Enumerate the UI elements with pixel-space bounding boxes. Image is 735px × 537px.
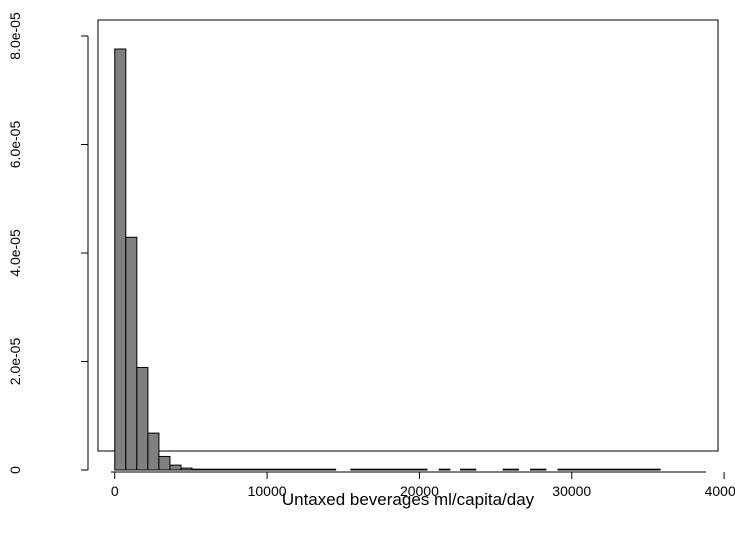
histogram-bar-6 — [180, 467, 193, 471]
histogram-bar-10 — [460, 468, 477, 471]
histogram-bar-11 — [502, 468, 519, 471]
histogram-bar-12 — [530, 468, 547, 471]
x-tick-label-0: 0 — [111, 483, 119, 499]
histogram-bar-9 — [438, 468, 451, 471]
y-tick-label-0: 0 — [7, 466, 23, 474]
plot-frame — [97, 19, 719, 452]
y-tick-label-3: 6.0e-05 — [7, 121, 23, 169]
bars-group — [114, 48, 661, 471]
y-ticks-group: 0 2.0e-05 4.0e-05 6.0e-05 8.0e-05 — [7, 12, 88, 474]
histogram-bar-3 — [147, 432, 160, 471]
histogram-bar-5 — [169, 464, 182, 471]
y-tick-label-4: 8.0e-05 — [7, 12, 23, 60]
histogram-bar-8 — [350, 468, 428, 471]
histogram-bar-1 — [125, 236, 138, 471]
histogram-bar-4 — [158, 455, 171, 471]
x-tick-label-2: 20000 — [400, 483, 439, 499]
x-axis-title: Untaxed beverages ml/capita/day — [282, 490, 535, 509]
y-tick-label-1: 2.0e-05 — [7, 338, 23, 386]
histogram-bar-0 — [114, 48, 127, 471]
x-tick-label-1: 10000 — [248, 483, 287, 499]
histogram-bar-13 — [557, 468, 661, 471]
histogram-bar-7 — [191, 468, 337, 471]
y-tick-label-2: 4.0e-05 — [7, 229, 23, 277]
histogram-bar-2 — [136, 366, 149, 471]
x-tick-label-3: 30000 — [552, 483, 591, 499]
